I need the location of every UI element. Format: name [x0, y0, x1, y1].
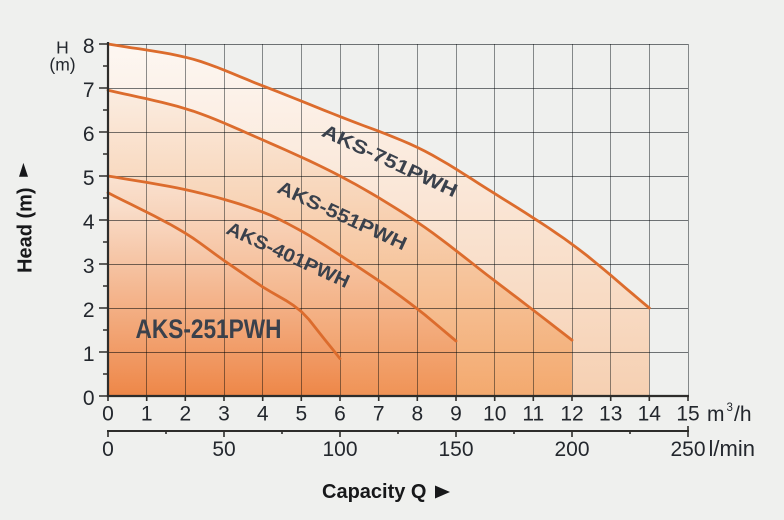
- svg-text:15: 15: [676, 403, 699, 426]
- svg-text:250: 250: [670, 438, 705, 461]
- svg-text:4: 4: [83, 211, 95, 234]
- svg-text:/h: /h: [734, 403, 752, 426]
- svg-text:6: 6: [83, 123, 95, 146]
- svg-text:7: 7: [83, 79, 95, 102]
- svg-text:H: H: [56, 38, 69, 58]
- svg-text:8: 8: [83, 35, 95, 58]
- svg-text:1: 1: [141, 403, 153, 426]
- svg-text:(m): (m): [49, 55, 75, 75]
- svg-text:8: 8: [411, 403, 423, 426]
- svg-text:3: 3: [727, 402, 733, 414]
- svg-text:9: 9: [450, 403, 462, 426]
- svg-text:6: 6: [334, 403, 346, 426]
- svg-text:5: 5: [295, 403, 307, 426]
- svg-text:1: 1: [83, 343, 95, 366]
- svg-text:12: 12: [560, 403, 583, 426]
- svg-text:Head (m): Head (m): [15, 187, 37, 273]
- svg-text:AKS-251PWH: AKS-251PWH: [136, 314, 282, 344]
- svg-text:13: 13: [599, 403, 622, 426]
- svg-text:150: 150: [438, 438, 473, 461]
- svg-text:m: m: [707, 403, 725, 426]
- svg-text:10: 10: [483, 403, 506, 426]
- svg-text:0: 0: [83, 387, 95, 410]
- svg-text:14: 14: [638, 403, 662, 426]
- svg-text:3: 3: [83, 255, 95, 278]
- svg-text:2: 2: [83, 299, 95, 322]
- svg-text:0: 0: [102, 438, 114, 461]
- svg-text:50: 50: [212, 438, 235, 461]
- svg-text:0: 0: [102, 403, 114, 426]
- svg-text:4: 4: [257, 403, 269, 426]
- svg-text:7: 7: [373, 403, 385, 426]
- svg-text:100: 100: [322, 438, 357, 461]
- svg-text:11: 11: [522, 403, 544, 426]
- svg-text:2: 2: [179, 403, 191, 426]
- svg-text:l/min: l/min: [709, 436, 755, 461]
- svg-text:5: 5: [83, 167, 95, 190]
- svg-text:200: 200: [554, 438, 589, 461]
- svg-text:3: 3: [218, 403, 230, 426]
- svg-text:Capacity Q: Capacity Q: [322, 481, 426, 503]
